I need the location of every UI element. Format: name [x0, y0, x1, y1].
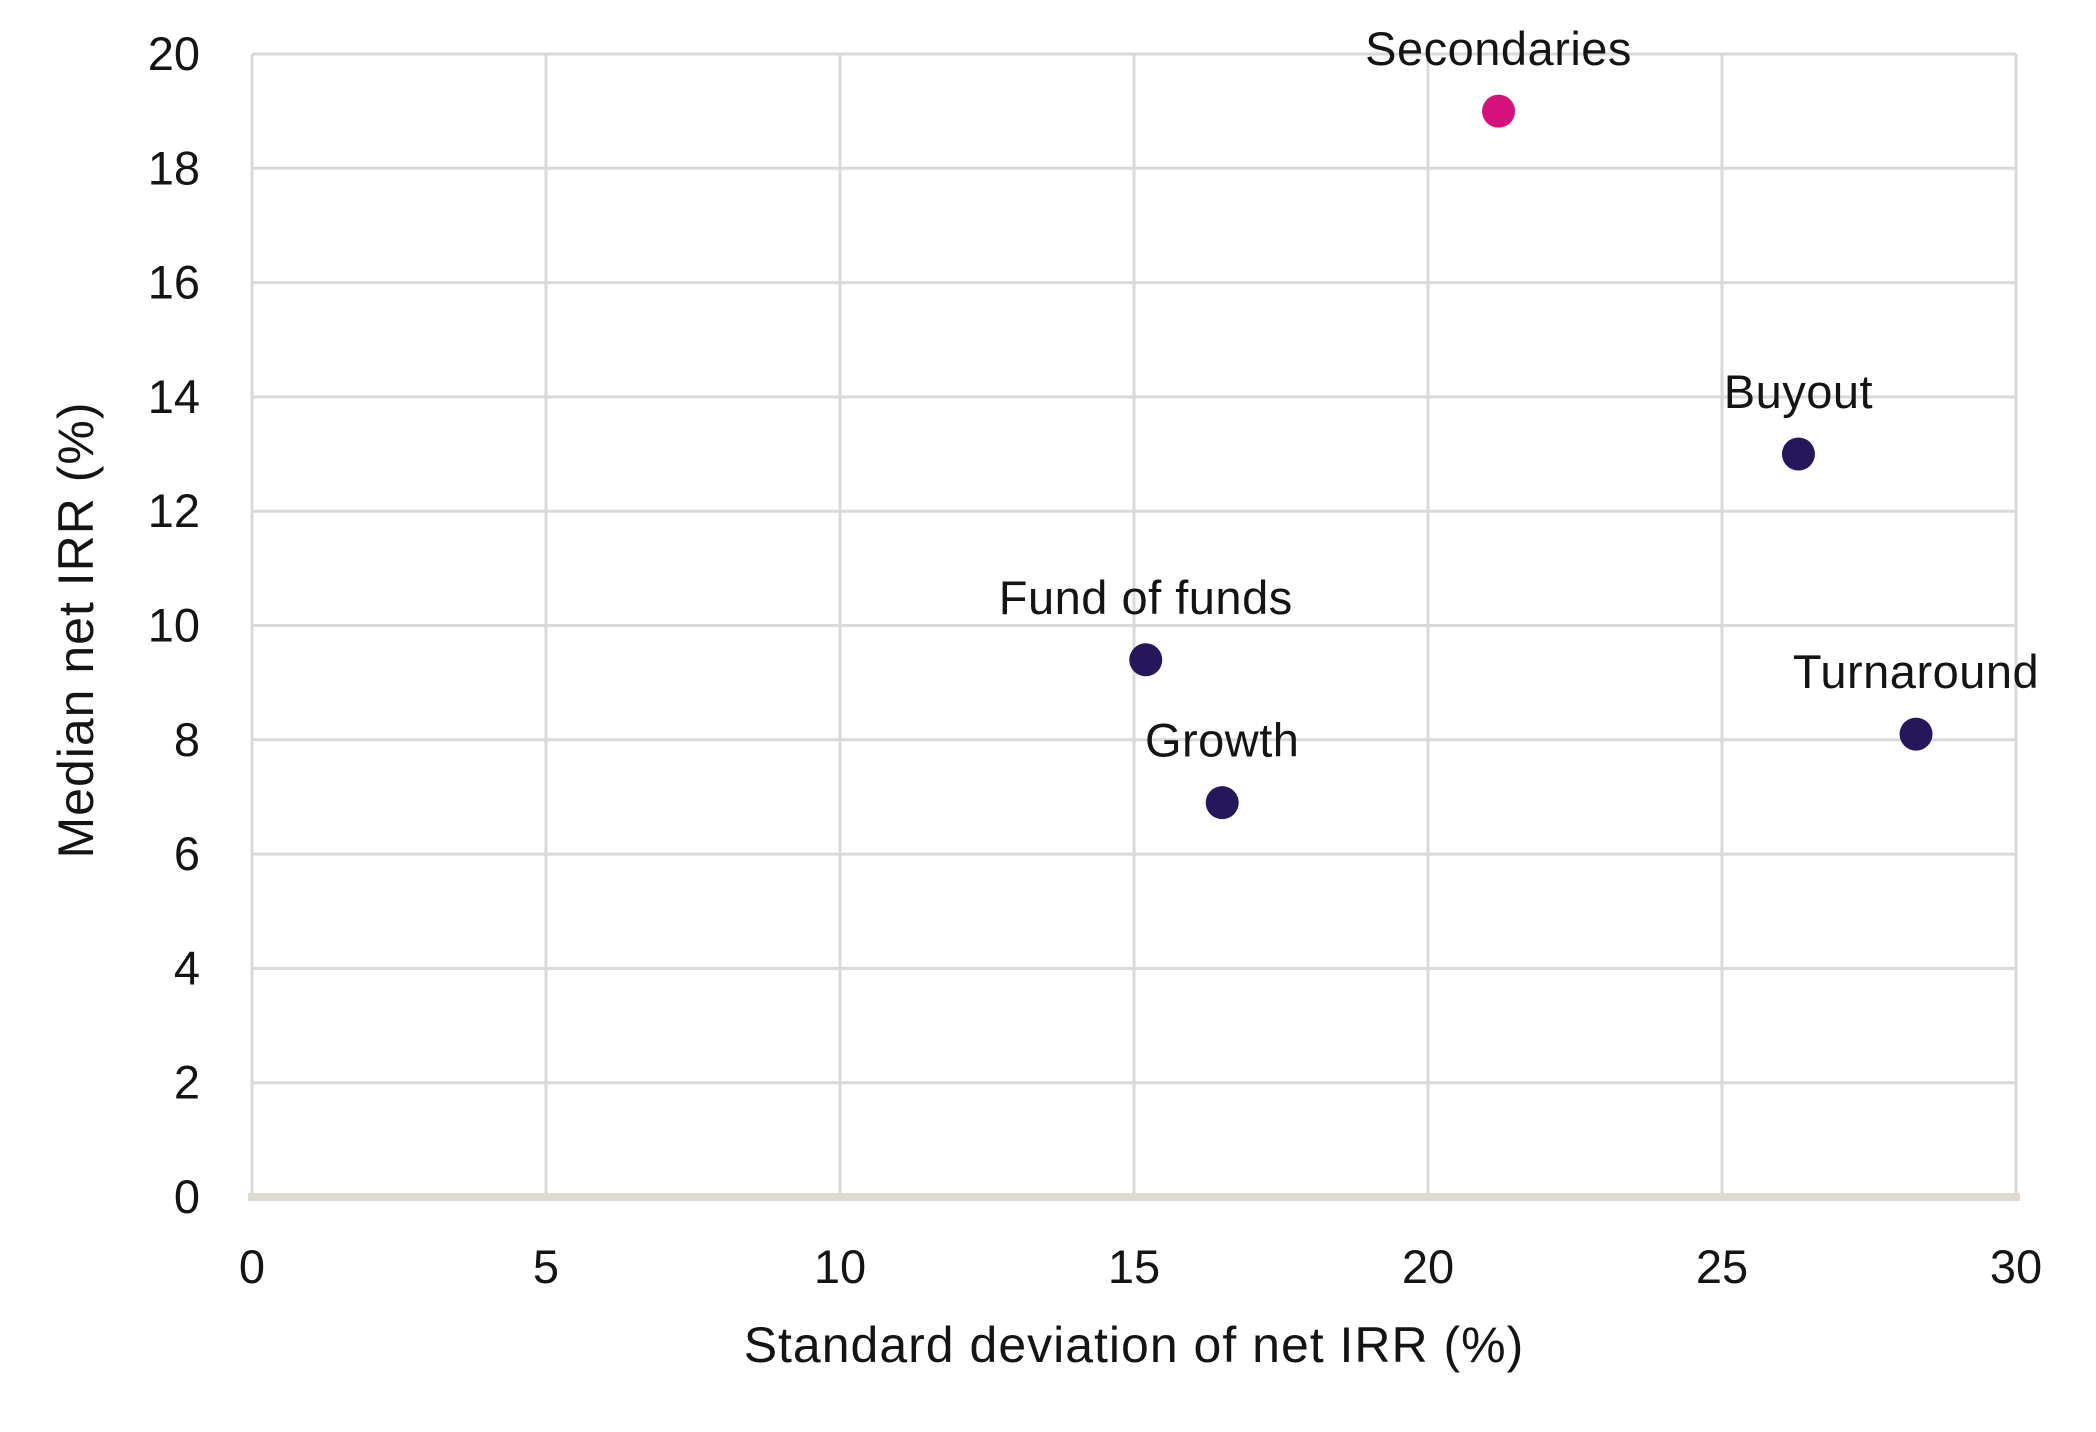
x-axis-title: Standard deviation of net IRR (%) — [744, 1317, 1525, 1373]
data-point-label-growth: Growth — [1145, 714, 1300, 767]
data-point-labels: Fund of funds Growth Secondaries Buyout Turn… — [999, 22, 2039, 767]
x-tick-label: 25 — [1696, 1240, 1748, 1293]
data-point-label-buyout: Buyout — [1724, 365, 1873, 418]
y-tick-label: 18 — [148, 141, 200, 194]
data-point-label-turnaround: Turnaround — [1793, 645, 2039, 698]
y-axis-title: Median net IRR (%) — [48, 401, 104, 858]
y-tick-label: 6 — [174, 827, 200, 880]
y-tick-label: 2 — [174, 1056, 200, 1109]
x-tick-label: 30 — [1990, 1240, 2042, 1293]
y-tick-label: 8 — [174, 713, 200, 766]
x-tick-label: 0 — [239, 1240, 265, 1293]
y-tick-label: 12 — [148, 484, 200, 537]
y-tick-label: 4 — [174, 941, 200, 994]
x-tick-label: 15 — [1108, 1240, 1160, 1293]
data-point-fund-of-funds — [1129, 643, 1163, 677]
y-tick-label: 20 — [148, 27, 200, 80]
y-tick-label: 16 — [148, 256, 200, 309]
data-point-label-fund-of-funds: Fund of funds — [999, 571, 1293, 624]
data-points — [1129, 94, 1933, 820]
x-tick-label: 20 — [1402, 1240, 1454, 1293]
y-axis-tick-labels: 0 2 4 6 8 10 12 14 16 18 20 — [148, 27, 200, 1223]
y-tick-label: 10 — [148, 599, 200, 652]
y-tick-label: 0 — [174, 1170, 200, 1223]
data-point-buyout — [1781, 437, 1815, 471]
x-tick-label: 5 — [533, 1240, 559, 1293]
y-tick-label: 14 — [148, 370, 200, 423]
x-axis-tick-labels: 0 5 10 15 20 25 30 — [239, 1240, 2042, 1293]
x-tick-label: 10 — [814, 1240, 866, 1293]
data-point-turnaround — [1899, 717, 1933, 751]
gridlines — [250, 52, 2018, 1197]
data-point-growth — [1205, 786, 1239, 820]
data-point-secondaries — [1482, 94, 1516, 128]
data-point-label-secondaries: Secondaries — [1365, 22, 1632, 75]
